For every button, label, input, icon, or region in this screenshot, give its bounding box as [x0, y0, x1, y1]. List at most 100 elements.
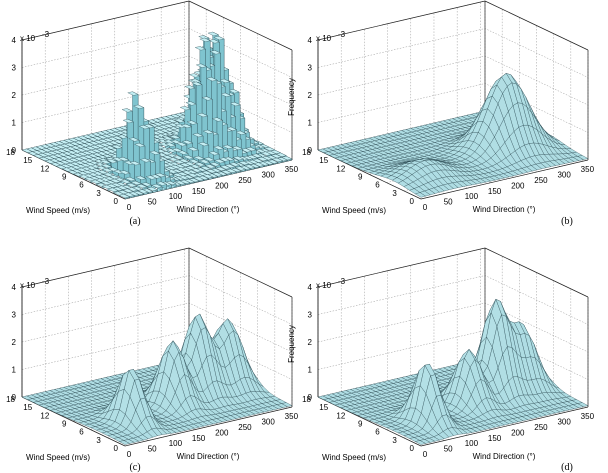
- histogram-bar-top: [211, 172, 223, 177]
- histogram-bar-top: [208, 151, 220, 156]
- histogram-bar-top: [172, 155, 184, 160]
- histogram-bar-top: [202, 174, 214, 179]
- histogram-bar-top: [193, 155, 205, 161]
- histogram-bar-top: [204, 164, 217, 169]
- histogram-bar-top: [199, 37, 211, 42]
- x-tick-label: 350: [285, 165, 299, 174]
- z-exponent-label: x 10: [20, 34, 36, 43]
- grid-line: [21, 28, 293, 78]
- histogram-bar-top: [138, 125, 151, 130]
- histogram-bar-top: [232, 156, 244, 161]
- x-tick-label: 300: [557, 171, 571, 180]
- histogram-bar-top: [151, 184, 163, 189]
- z-tick-label: 4: [12, 36, 17, 45]
- histogram-bar-top: [155, 181, 168, 186]
- histogram-bar-top: [194, 46, 207, 51]
- histogram-bar-top: [197, 142, 210, 147]
- x-tick-label: 50: [148, 198, 157, 207]
- y-tick-label: 15: [23, 156, 32, 165]
- panel-label: (d): [561, 462, 573, 473]
- y-axis-label: Wind Speed (m/s): [26, 206, 90, 215]
- x-tick-label: 150: [192, 187, 206, 196]
- histogram-bar-top: [169, 134, 181, 139]
- histogram-bar-top: [140, 182, 153, 187]
- y-tick-label: 12: [336, 411, 345, 420]
- histogram-bar-top: [219, 78, 231, 83]
- histogram-bar-top: [100, 163, 113, 168]
- z-tick-label: 4: [12, 283, 17, 292]
- histogram-bar-top: [109, 178, 122, 183]
- histogram-bar-top: [159, 142, 171, 147]
- panel-label: (c): [129, 462, 140, 473]
- y-tick-label: 0: [114, 197, 119, 206]
- y-tick-label: 9: [358, 173, 363, 182]
- x-tick-label: 100: [465, 439, 479, 448]
- histogram-bar-top: [107, 187, 119, 192]
- histogram-bar-top: [225, 168, 237, 173]
- x-axis-label: Wind Direction (°): [473, 205, 536, 214]
- histogram-bar-top: [191, 81, 203, 86]
- histogram-bar-top: [215, 166, 227, 171]
- z-exponent-power: -3: [42, 277, 50, 286]
- grid-line: [317, 302, 589, 353]
- axis-line: [484, 247, 589, 298]
- x-tick-label: 200: [511, 428, 525, 437]
- x-tick-label: 300: [261, 418, 275, 427]
- histogram-bar-top: [190, 168, 203, 173]
- z-tick-label: 3: [308, 64, 313, 73]
- y-tick-label: 18: [6, 148, 15, 157]
- x-tick-label: 50: [444, 198, 453, 207]
- x-tick-label: 250: [534, 423, 548, 432]
- z-tick-label: 3: [308, 311, 313, 320]
- histogram-bar-top: [234, 166, 247, 171]
- axis-line: [484, 0, 589, 51]
- histogram-bar-top: [251, 153, 263, 158]
- y-tick-label: 6: [375, 181, 380, 190]
- z-tick-label: 0: [12, 146, 17, 155]
- histogram-bar-top: [127, 91, 139, 96]
- histogram-bar-top: [112, 157, 124, 162]
- histogram-bar-top: [214, 159, 226, 164]
- x-tick-label: 350: [581, 412, 595, 421]
- y-tick-label: 9: [358, 420, 363, 429]
- histogram-bar-top: [116, 185, 128, 190]
- z-exponent-label: x 10: [20, 281, 36, 290]
- histogram-bar-top: [111, 144, 123, 149]
- histogram-bar-top: [195, 63, 208, 68]
- y-axis-label: Wind Speed (m/s): [322, 206, 386, 215]
- x-tick-label: 300: [557, 418, 571, 427]
- y-tick-label: 9: [62, 173, 67, 182]
- histogram-bar-top: [157, 139, 170, 144]
- histogram-bar-top: [206, 77, 218, 82]
- histogram-bar-top: [182, 155, 195, 160]
- histogram-bar-top: [199, 159, 211, 164]
- histogram-bar-top: [181, 140, 194, 145]
- histogram-bar-top: [125, 183, 138, 188]
- x-axis-label: Wind Direction (°): [177, 452, 240, 461]
- histogram-bar-top: [203, 157, 215, 162]
- histogram-bar-top: [222, 144, 234, 149]
- histogram-bar-top: [202, 129, 214, 134]
- histogram-bar-top: [116, 134, 129, 139]
- histogram-bar-top: [192, 133, 204, 138]
- histogram-bar-top: [127, 187, 139, 192]
- y-tick-label: 18: [302, 395, 311, 404]
- grid-line: [21, 55, 293, 106]
- histogram-bar-top: [120, 179, 132, 184]
- histogram-bar-top: [134, 143, 146, 148]
- x-tick-label: 100: [169, 439, 183, 448]
- histogram-bar-top: [173, 159, 185, 164]
- histogram-bar-top: [208, 39, 220, 44]
- histogram-bar-top: [106, 159, 118, 164]
- histogram-bar-top: [189, 73, 201, 78]
- histogram-bar-top: [118, 157, 130, 162]
- histogram-bar-top: [271, 157, 284, 163]
- histogram-bar-top: [186, 120, 198, 125]
- histogram-bar-top: [145, 175, 157, 180]
- y-tick-label: 3: [392, 189, 397, 198]
- z-tick-label: 1: [12, 119, 17, 128]
- histogram-bar-top: [122, 188, 134, 193]
- histogram-bar-top: [209, 162, 221, 167]
- z-exponent-label: x 10: [316, 34, 332, 43]
- histogram-bar-top: [164, 142, 177, 147]
